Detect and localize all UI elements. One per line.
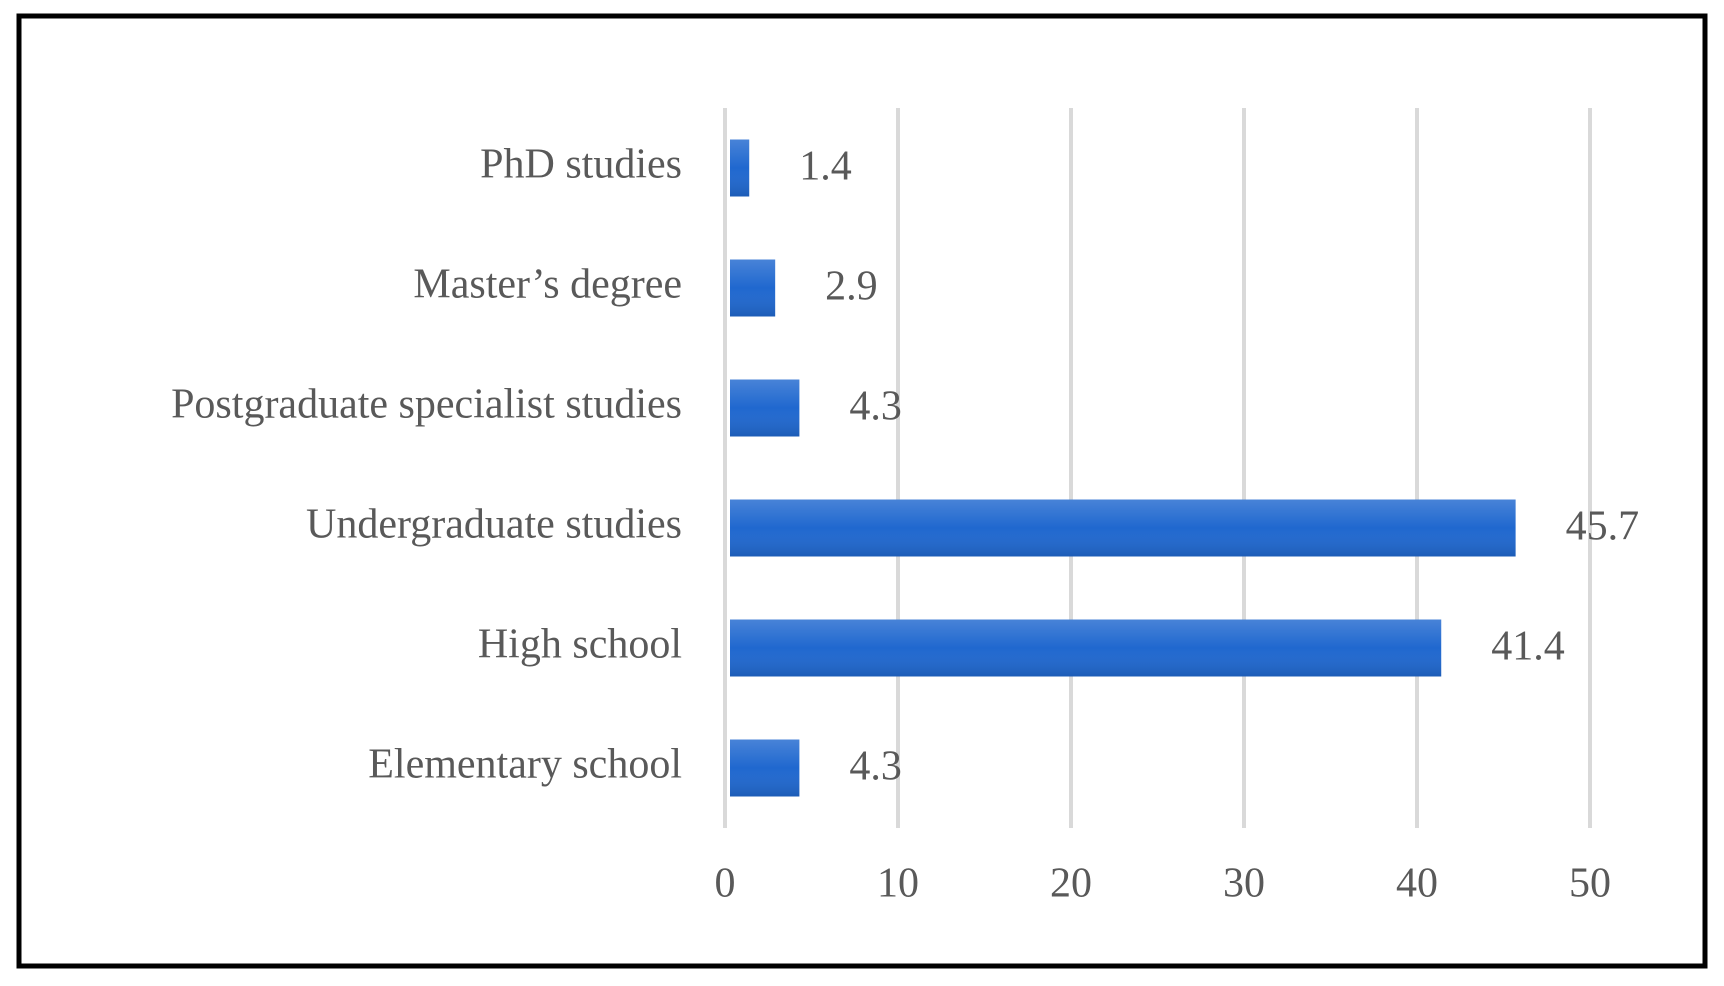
x-tick-label: 40	[1396, 861, 1438, 907]
value-label: 1.4	[799, 144, 852, 190]
bar-shade	[730, 739, 800, 797]
bar-shade	[730, 379, 800, 437]
value-label: 4.3	[849, 384, 902, 430]
x-tick-label: 20	[1050, 861, 1092, 907]
y-tick-label: PhD studies	[480, 142, 682, 188]
x-tick-label: 30	[1223, 861, 1265, 907]
bar-shade	[730, 259, 776, 317]
bar-shade	[730, 619, 1442, 677]
frame	[16, 13, 1708, 969]
y-tick-label: Undergraduate studies	[306, 502, 682, 548]
y-tick-label: Elementary school	[368, 742, 682, 788]
value-label: 45.7	[1566, 504, 1640, 550]
y-tick-label: Postgraduate specialist studies	[171, 382, 682, 428]
x-tick-label: 50	[1569, 861, 1611, 907]
value-label: 2.9	[825, 264, 878, 310]
value-label: 41.4	[1491, 624, 1565, 670]
x-tick-label: 10	[877, 861, 919, 907]
x-tick-label: 0	[715, 861, 736, 907]
value-label: 4.3	[849, 744, 902, 790]
y-tick-label: High school	[478, 622, 682, 668]
y-tick-label: Master’s degree	[413, 262, 682, 308]
bar-shade	[730, 499, 1516, 557]
bar-shade	[730, 139, 750, 197]
